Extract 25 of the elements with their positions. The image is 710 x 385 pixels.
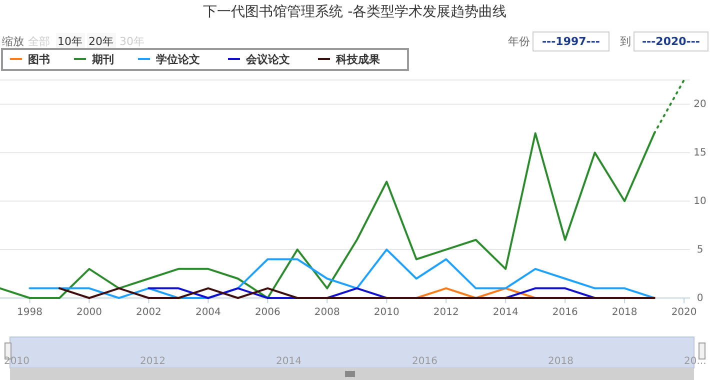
- chart-title: 下一代图书馆管理系统 -各类型学术发展趋势曲线: [203, 4, 507, 20]
- y-tick-label: 5: [696, 244, 704, 256]
- x-tick-label: 2016: [552, 307, 578, 318]
- x-tick-label: 2018: [612, 307, 638, 318]
- y-tick-label: 0: [696, 293, 704, 304]
- x-tick-label: 2014: [492, 307, 518, 318]
- x-tick-label: 2008: [314, 307, 340, 318]
- line-series: [28, 248, 656, 299]
- legend-label: 图书: [28, 53, 50, 66]
- legend-label: 期刊: [91, 53, 114, 66]
- x-tick-label: 1998: [17, 307, 42, 318]
- legend-label: 科技成果: [335, 53, 381, 66]
- y-tick-label: 20: [694, 99, 706, 110]
- x-tick-label: 2020: [671, 307, 697, 318]
- x-tick-label: 2012: [433, 307, 459, 318]
- x-tick-label: 2004: [195, 307, 221, 318]
- x-tick-label: 2002: [136, 307, 162, 318]
- x-tick-label: 2006: [254, 307, 280, 318]
- y-tick-label: 15: [694, 148, 706, 159]
- date-range-inputs: 年份 ---1997--- 到 ---2020---: [508, 32, 708, 52]
- legend-label: 学位论文: [156, 53, 200, 66]
- y-tick-label: 10: [694, 196, 706, 208]
- x-tick-label: 2000: [76, 307, 102, 318]
- x-tick-label: 2010: [374, 307, 400, 318]
- legend-label: 会议论文: [245, 53, 290, 66]
